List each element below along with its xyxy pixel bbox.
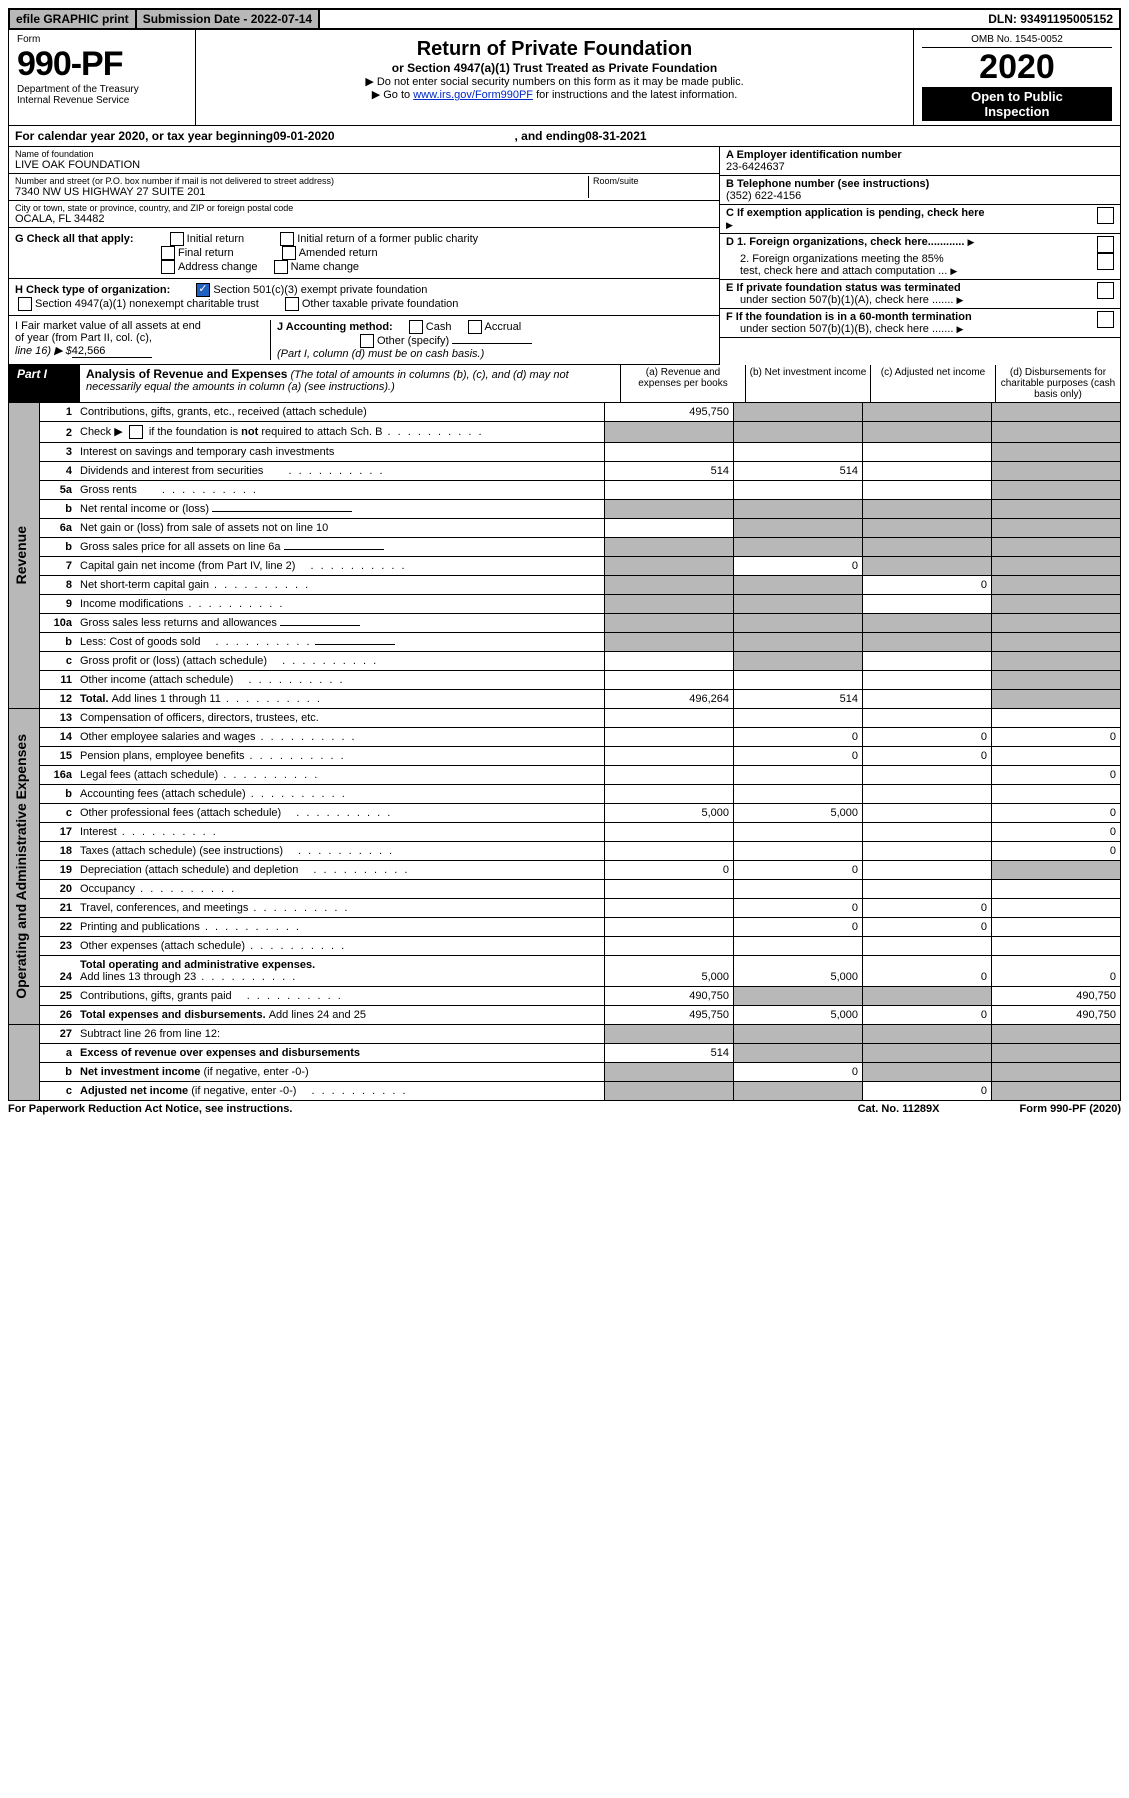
col-d-header: (d) Disbursements for charitable purpose… — [995, 365, 1120, 402]
form-word: Form — [17, 34, 187, 45]
name-label: Name of foundation — [15, 149, 713, 159]
other-taxable-checkbox[interactable] — [285, 297, 299, 311]
ein-label: A Employer identification number — [726, 149, 902, 161]
submission-date: Submission Date - 2022-07-14 — [137, 10, 320, 28]
page-footer: For Paperwork Reduction Act Notice, see … — [8, 1101, 1121, 1115]
box-i-j: I Fair market value of all assets at end… — [9, 316, 719, 365]
60month-checkbox[interactable] — [1097, 311, 1114, 328]
cash-checkbox[interactable] — [409, 320, 423, 334]
expenses-side-label: Operating and Administrative Expenses — [13, 734, 29, 999]
open-public: Open to PublicInspection — [922, 87, 1112, 121]
other-method-checkbox[interactable] — [360, 334, 374, 348]
accrual-checkbox[interactable] — [468, 320, 482, 334]
revenue-side-label: Revenue — [13, 526, 29, 584]
addr-label: Number and street (or P.O. box number if… — [15, 176, 588, 186]
room-label: Room/suite — [593, 176, 713, 186]
amended-return-checkbox[interactable] — [282, 246, 296, 260]
501c3-checkbox[interactable] — [196, 283, 210, 297]
catalog-number: Cat. No. 11289X — [858, 1103, 940, 1115]
initial-return-checkbox[interactable] — [170, 232, 184, 246]
col-a-header: (a) Revenue and expenses per books — [620, 365, 745, 402]
dept-treasury: Department of the Treasury — [17, 84, 187, 95]
initial-former-checkbox[interactable] — [280, 232, 294, 246]
fmv-value: 42,566 — [72, 345, 152, 358]
name-change-checkbox[interactable] — [274, 260, 288, 274]
goto-note: ▶ Go to www.irs.gov/Form990PF for instru… — [204, 88, 905, 101]
irs: Internal Revenue Service — [17, 95, 187, 106]
box-c: C If exemption application is pending, c… — [726, 207, 985, 219]
ssn-note: ▶ Do not enter social security numbers o… — [204, 75, 905, 88]
paperwork-notice: For Paperwork Reduction Act Notice, see … — [8, 1103, 292, 1115]
foreign-85-checkbox[interactable] — [1097, 253, 1114, 270]
efile-label[interactable]: efile GRAPHIC print — [10, 10, 137, 28]
form-subtitle: or Section 4947(a)(1) Trust Treated as P… — [204, 61, 905, 75]
address-change-checkbox[interactable] — [161, 260, 175, 274]
phone-label: B Telephone number (see instructions) — [726, 178, 929, 190]
box-g: G Check all that apply: Initial return I… — [9, 228, 719, 279]
foundation-name: LIVE OAK FOUNDATION — [15, 159, 713, 171]
exemption-pending-checkbox[interactable] — [1097, 207, 1114, 224]
form-header: Form 990-PF Department of the Treasury I… — [8, 30, 1121, 126]
foreign-org-checkbox[interactable] — [1097, 236, 1114, 253]
schb-checkbox[interactable] — [129, 425, 143, 439]
city-state-zip: OCALA, FL 34482 — [15, 213, 713, 225]
part-1-header: Part I Analysis of Revenue and Expenses … — [8, 365, 1121, 403]
street-address: 7340 NW US HIGHWAY 27 SUITE 201 — [15, 186, 588, 198]
form-title: Return of Private Foundation — [204, 38, 905, 61]
part-1-desc: Analysis of Revenue and Expenses (The to… — [80, 365, 620, 402]
ein-value: 23-6424637 — [726, 161, 785, 173]
part-1-label: Part I — [9, 365, 80, 402]
calendar-year-row: For calendar year 2020, or tax year begi… — [8, 126, 1121, 147]
form-number: 990-PF — [17, 45, 187, 84]
dln: DLN: 93491195005152 — [982, 10, 1119, 28]
box-e: E If private foundation status was termi… — [726, 282, 961, 294]
col-c-header: (c) Adjusted net income — [870, 365, 995, 402]
4947-checkbox[interactable] — [18, 297, 32, 311]
final-return-checkbox[interactable] — [161, 246, 175, 260]
box-h: H Check type of organization: Section 50… — [9, 279, 719, 316]
omb-number: OMB No. 1545-0052 — [922, 34, 1112, 48]
form-ref: Form 990-PF (2020) — [1020, 1103, 1121, 1115]
entity-info: Name of foundation LIVE OAK FOUNDATION N… — [8, 147, 1121, 365]
city-label: City or town, state or province, country… — [15, 203, 713, 213]
terminated-checkbox[interactable] — [1097, 282, 1114, 299]
box-d1: D 1. Foreign organizations, check here..… — [726, 236, 964, 248]
irs-link[interactable]: www.irs.gov/Form990PF — [413, 89, 533, 101]
part-1-table: Revenue 1Contributions, gifts, grants, e… — [8, 403, 1121, 1101]
col-b-header: (b) Net investment income — [745, 365, 870, 402]
tax-year: 2020 — [922, 48, 1112, 87]
phone-value: (352) 622-4156 — [726, 190, 801, 202]
box-f: F If the foundation is in a 60-month ter… — [726, 311, 972, 323]
top-bar: efile GRAPHIC print Submission Date - 20… — [8, 8, 1121, 30]
